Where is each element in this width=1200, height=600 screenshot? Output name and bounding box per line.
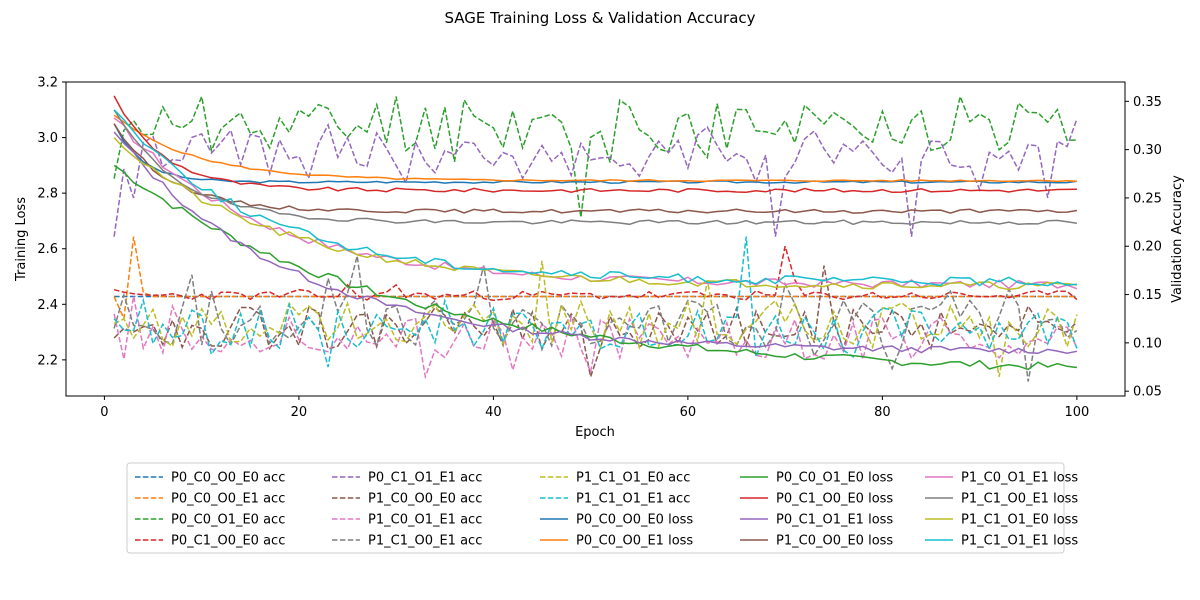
legend-label: P1_C1_O1_E0 loss [961, 513, 1078, 528]
y-right-tick-label: 0.25 [1133, 191, 1162, 206]
y-axis-left-label: Training Loss [14, 197, 29, 282]
y-right-tick-label: 0.30 [1133, 143, 1162, 158]
legend-label: P1_C1_O0_E1 loss [961, 492, 1078, 507]
series-line-p0-c1-o1-e1-loss [113, 131, 1078, 355]
legend-label: P1_C0_O1_E1 loss [961, 471, 1078, 486]
y-left-tick-label: 2.4 [37, 298, 58, 313]
y-right-tick-label: 0.05 [1133, 385, 1162, 400]
y-left-tick-label: 2.8 [37, 187, 58, 202]
series-line-p1-c1-o1-e0-loss [113, 137, 1078, 291]
legend-label: P1_C1_O1_E1 acc [576, 492, 690, 507]
x-tick-label: 0 [100, 405, 108, 420]
x-axis-label: Epoch [575, 425, 615, 440]
series-line-p0-c0-o0-e1-loss [113, 114, 1077, 183]
legend-label: P1_C1_O1_E1 loss [961, 534, 1078, 549]
x-tick-label: 60 [680, 405, 697, 420]
x-axis: 0 20 40 60 80 100 [100, 396, 1089, 420]
series-line-p0-c1-o1-e1-acc [113, 118, 1078, 237]
y-left-tick-label: 3.0 [37, 131, 58, 146]
y-right-tick-label: 0.10 [1133, 336, 1162, 351]
legend-label: P1_C1_O1_E0 acc [576, 471, 690, 486]
series-line-p1-c1-o0-e1-loss [113, 109, 1078, 226]
series-line-p1-c0-o1-e1-loss [113, 117, 1078, 290]
legend-label: P0_C0_O1_E0 acc [171, 513, 285, 528]
series-line-p0-c0-o0-e0-loss [113, 123, 1078, 184]
series-line-p0-c1-o0-e0-loss [113, 95, 1077, 194]
y-axis-right: 0.05 0.10 0.15 0.20 0.25 0.30 0.35 [1125, 95, 1162, 400]
series-line-p1-c1-o0-e1-acc [113, 255, 1078, 382]
legend-label: P0_C1_O1_E1 loss [776, 513, 893, 528]
series-line-p1-c0-o0-e0-acc [113, 265, 1078, 380]
x-tick-label: 40 [485, 405, 502, 420]
legend-label: P0_C0_O0_E1 loss [576, 534, 693, 549]
legend-label: P0_C1_O1_E1 acc [368, 471, 482, 486]
series-line-p1-c1-o1-e0-acc [113, 260, 1078, 377]
y-right-tick-label: 0.35 [1133, 95, 1162, 110]
x-tick-label: 80 [874, 405, 891, 420]
legend-label: P0_C1_O0_E0 loss [776, 492, 893, 507]
y-right-tick-label: 0.15 [1133, 288, 1162, 303]
plot-frame [65, 81, 1126, 397]
legend-label: P1_C0_O0_E0 acc [368, 492, 482, 507]
chart-title: SAGE Training Loss & Validation Accuracy [444, 9, 755, 27]
series-line-p1-c0-o0-e0-loss [113, 123, 1078, 214]
legend-label: P1_C0_O1_E1 acc [368, 513, 482, 528]
legend-label: P1_C0_O0_E0 loss [776, 534, 893, 549]
plot-series [113, 93, 1078, 382]
x-tick-label: 100 [1064, 405, 1089, 420]
y-left-tick-label: 2.6 [37, 242, 58, 257]
legend-label: P0_C0_O0_E1 acc [171, 492, 285, 507]
series-line-p1-c1-o1-e1-acc [113, 236, 1078, 368]
legend: P0_C0_O0_E0 acc P0_C0_O0_E1 acc P0_C0_O1_E… [126, 462, 1078, 554]
series-line-p0-c1-o0-e0-acc [113, 245, 1078, 302]
series-line-p0-c0-o1-e0-loss [113, 164, 1077, 371]
legend-frame [126, 462, 1065, 554]
legend-label: P1_C1_O0_E1 acc [368, 534, 482, 549]
y-right-tick-label: 0.20 [1133, 240, 1162, 255]
y-left-tick-label: 2.2 [37, 353, 58, 368]
legend-label: P0_C0_O1_E0 loss [776, 471, 893, 486]
series-line-p1-c1-o1-e1-loss [113, 109, 1077, 287]
series-line-p0-c0-o1-e0-acc [113, 93, 1077, 218]
series-line-p1-c0-o1-e1-acc [113, 295, 1078, 380]
legend-label: P0_C0_O0_E0 loss [576, 513, 693, 528]
x-tick-label: 20 [291, 405, 308, 420]
y-left-tick-label: 3.2 [37, 76, 58, 91]
legend-label: P0_C0_O0_E0 acc [171, 471, 285, 486]
y-axis-left: 2.2 2.4 2.6 2.8 3.0 3.2 [37, 76, 66, 368]
legend-label: P0_C1_O0_E0 acc [171, 534, 285, 549]
y-axis-right-label: Validation Accuracy [1170, 175, 1185, 303]
